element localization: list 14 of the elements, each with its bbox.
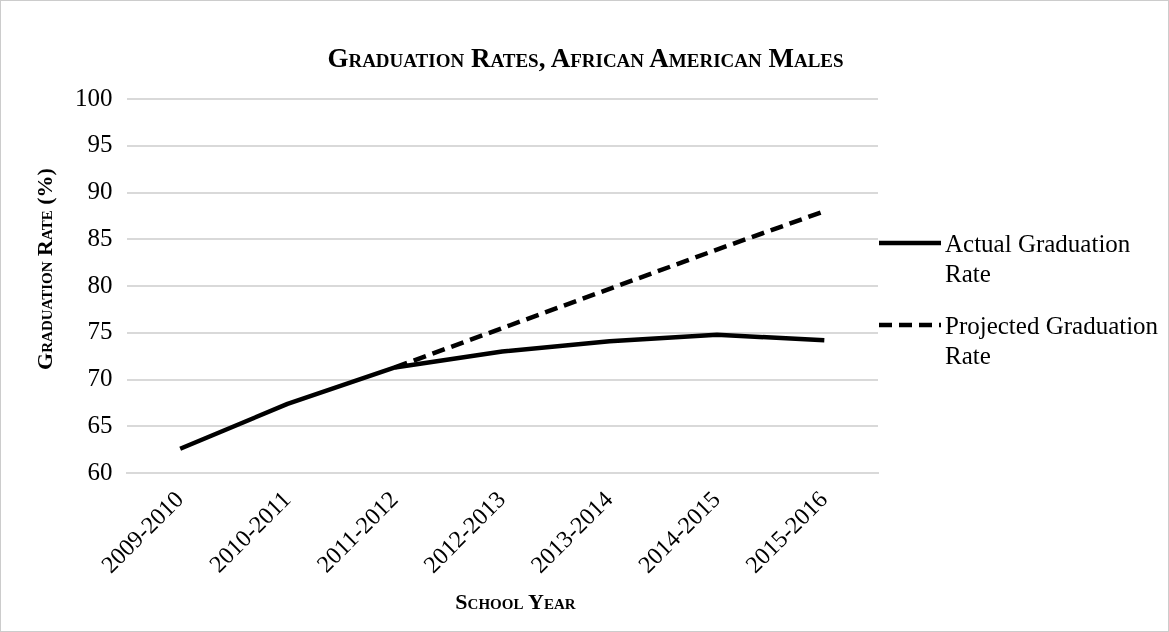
y-axis-title: Graduation Rate (%)	[32, 168, 58, 370]
chart-title: Graduation Rates, African American Males	[326, 43, 845, 74]
y-tick-label: 80	[87, 270, 113, 298]
y-tick-label: 90	[87, 177, 113, 205]
x-axis-title: School Year	[454, 589, 577, 615]
y-tick-label: 70	[87, 364, 113, 392]
y-tick-label: 85	[87, 223, 113, 251]
y-tick-label: 75	[87, 317, 113, 345]
legend-label: Projected Graduation Rate	[945, 311, 1160, 371]
legend-label: Actual Graduation Rate	[945, 229, 1132, 289]
y-tick-label: 65	[87, 410, 113, 438]
y-tick-label: 95	[87, 130, 113, 158]
y-tick-label: 100	[75, 83, 113, 111]
y-tick-label: 60	[87, 457, 113, 485]
